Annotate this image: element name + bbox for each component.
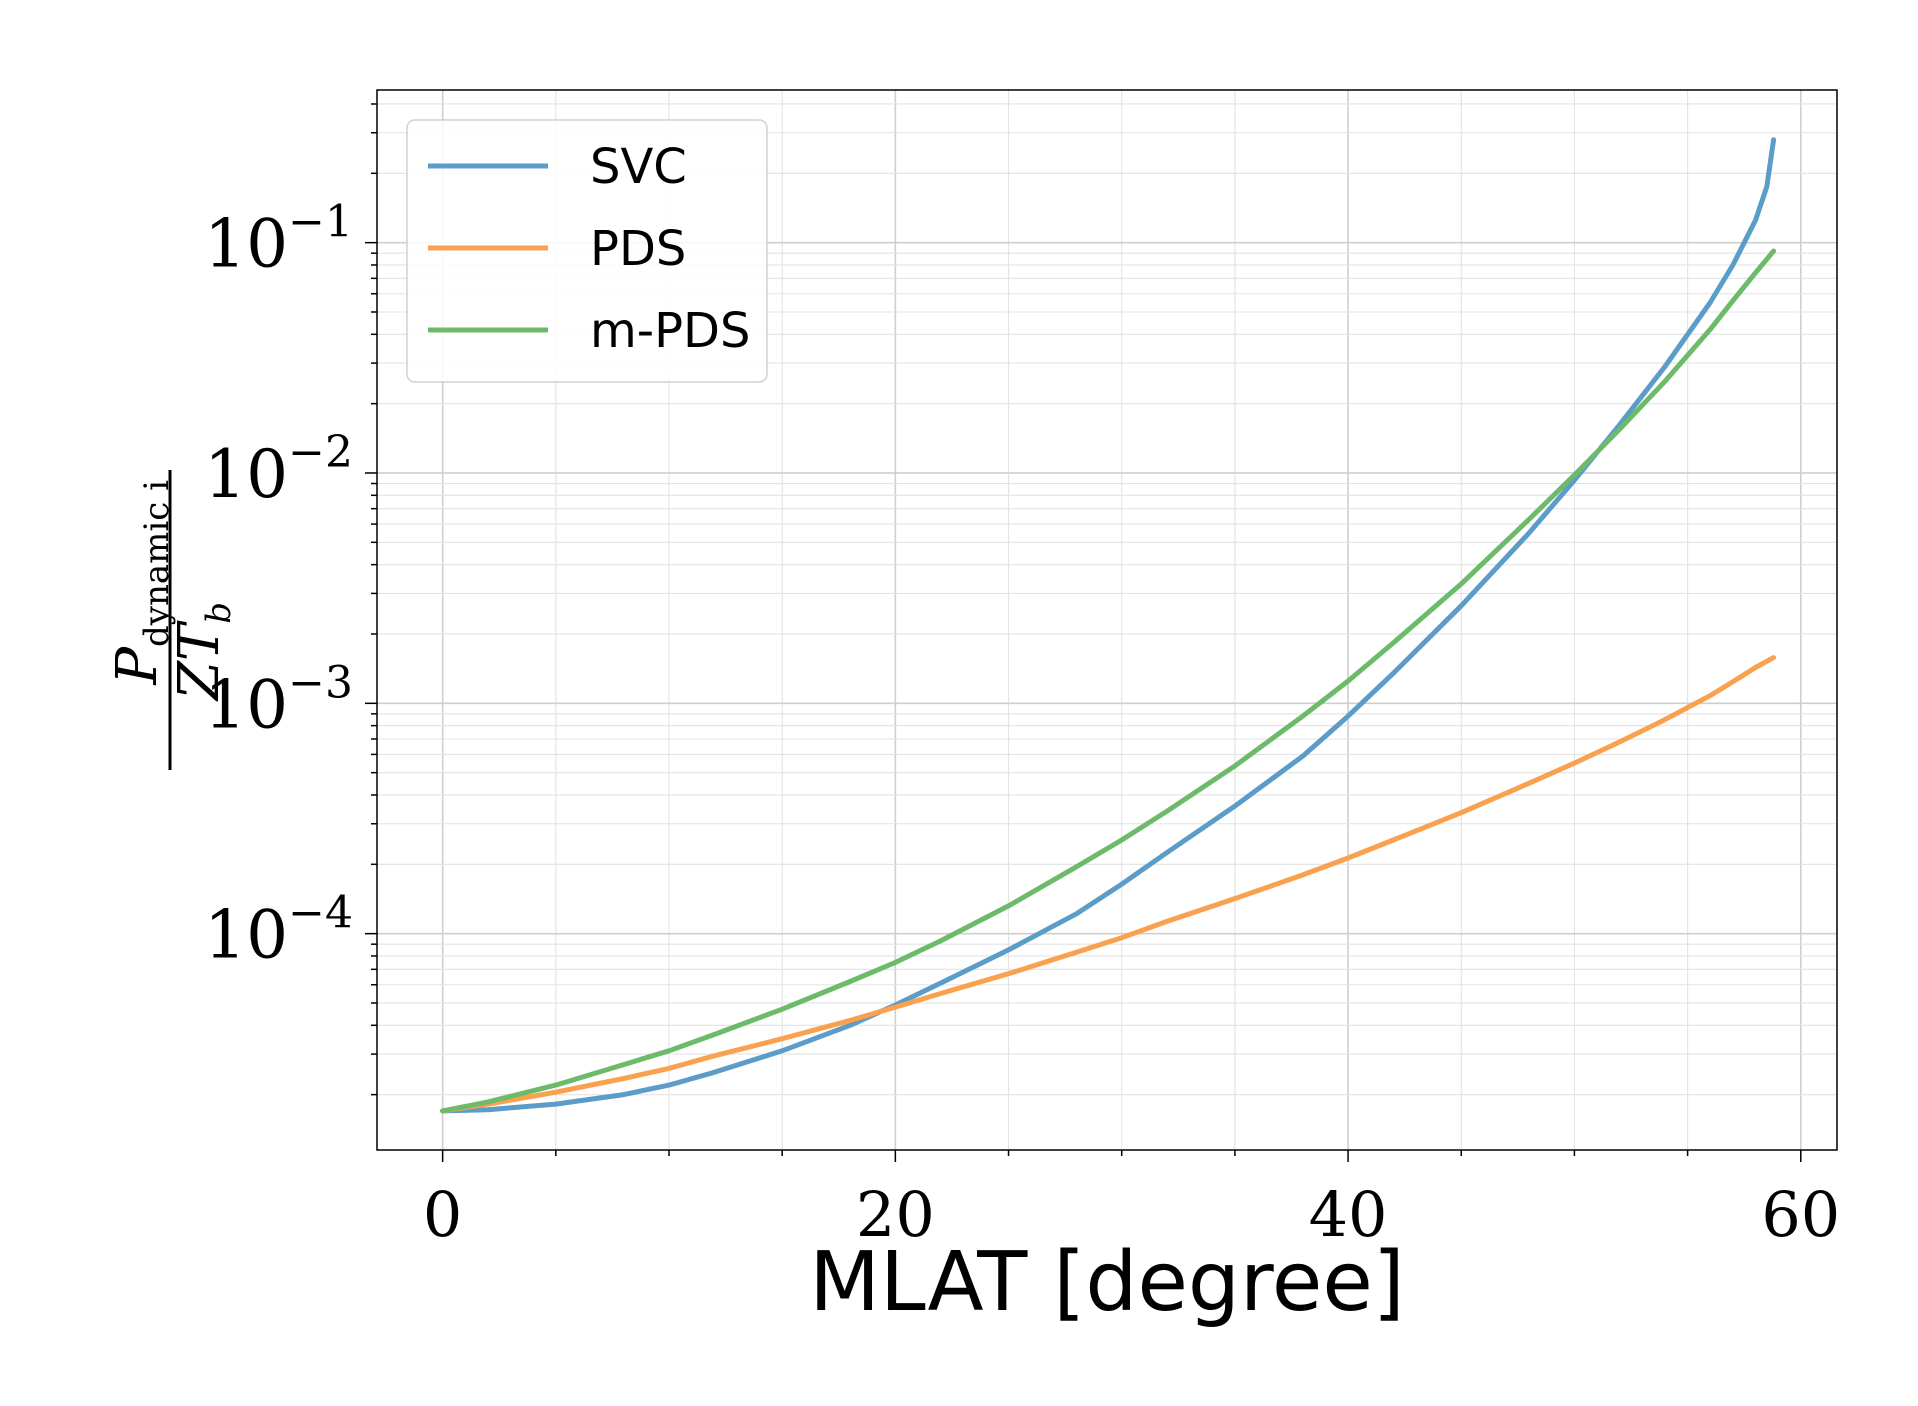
series-line-pds <box>440 655 1777 1114</box>
y-axis-title-p: P <box>105 646 170 686</box>
x-tick-label: 40 <box>1309 1178 1388 1251</box>
axis-ticks: 0 20 40 60 10−4 10−3 10−2 10−1 <box>204 103 1840 1251</box>
legend-box <box>406 119 768 383</box>
y-axis-title-den-sub: b <box>199 602 239 624</box>
grid <box>377 90 1837 1150</box>
y-axis-title-den: ZT <box>167 620 232 702</box>
series-line-svc <box>440 137 1777 1114</box>
y-tick-label: 10−3 <box>204 657 353 743</box>
legend: SVC PDS m-PDS <box>406 119 768 383</box>
x-tick-label: 0 <box>423 1178 462 1251</box>
x-axis-title: MLAT [degree] <box>809 1235 1405 1330</box>
series-line-m-pds <box>440 248 1777 1114</box>
legend-label-svc: SVC <box>590 139 687 195</box>
y-axis-title: Pdynamic i ZTb <box>105 470 239 770</box>
y-tick-label: 10−4 <box>204 888 353 974</box>
x-tick-label: 60 <box>1761 1178 1840 1251</box>
svg-text:ZTb: ZTb <box>167 602 239 702</box>
y-tick-label: 10−2 <box>204 427 353 513</box>
legend-label-pds: PDS <box>590 221 686 277</box>
x-tick-label: 20 <box>856 1178 935 1251</box>
legend-label-m-pds: m-PDS <box>590 303 750 359</box>
y-tick-label: 10−1 <box>204 197 353 283</box>
series-lines <box>440 137 1777 1114</box>
plot-frame <box>376 89 1838 1151</box>
